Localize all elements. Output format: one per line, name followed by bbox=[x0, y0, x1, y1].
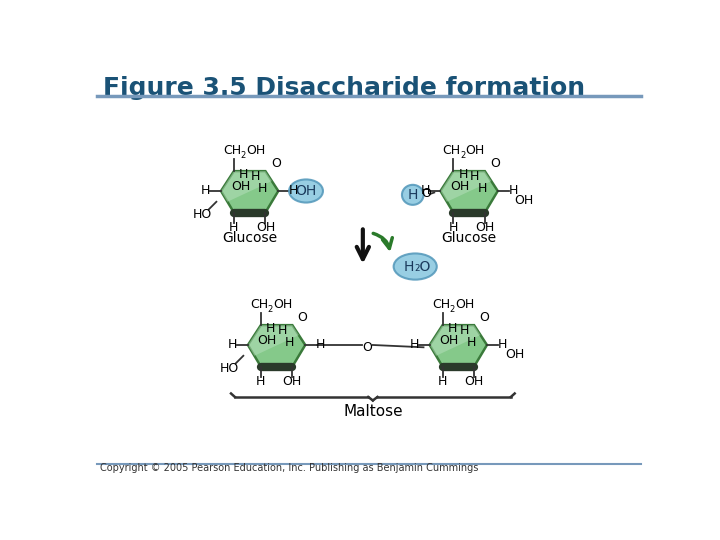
Text: OH: OH bbox=[258, 334, 277, 347]
Text: O: O bbox=[480, 310, 490, 323]
Text: CH: CH bbox=[251, 298, 269, 311]
Text: H: H bbox=[258, 181, 267, 194]
Text: H: H bbox=[201, 185, 210, 198]
Text: OH: OH bbox=[505, 348, 524, 361]
Text: 2: 2 bbox=[240, 151, 246, 160]
Text: CH: CH bbox=[443, 144, 461, 157]
Text: H: H bbox=[256, 375, 266, 388]
Text: Glucose: Glucose bbox=[222, 231, 277, 245]
Text: H: H bbox=[459, 168, 468, 181]
Text: OH: OH bbox=[466, 144, 485, 157]
Polygon shape bbox=[248, 325, 305, 367]
Text: H: H bbox=[438, 375, 447, 388]
Text: H: H bbox=[408, 188, 418, 202]
Text: H: H bbox=[508, 185, 518, 198]
Text: Copyright © 2005 Pearson Education, Inc. Publishing as Benjamin Cummings: Copyright © 2005 Pearson Education, Inc.… bbox=[99, 463, 478, 473]
Text: 2: 2 bbox=[449, 305, 454, 314]
Text: H: H bbox=[229, 221, 238, 234]
Text: O: O bbox=[271, 157, 281, 170]
Text: O: O bbox=[363, 341, 372, 354]
Text: OH: OH bbox=[295, 184, 317, 198]
Text: H: H bbox=[470, 170, 480, 183]
Text: H: H bbox=[278, 324, 287, 337]
Text: OH: OH bbox=[464, 375, 484, 388]
Text: HO: HO bbox=[193, 207, 212, 220]
Text: H: H bbox=[266, 322, 276, 335]
Text: OH: OH bbox=[475, 221, 495, 234]
Text: CH: CH bbox=[223, 144, 241, 157]
Text: OH: OH bbox=[283, 375, 302, 388]
Text: H: H bbox=[477, 181, 487, 194]
Text: H: H bbox=[404, 260, 415, 274]
Polygon shape bbox=[430, 325, 480, 356]
Text: H: H bbox=[459, 324, 469, 337]
Ellipse shape bbox=[289, 179, 323, 202]
Text: H: H bbox=[410, 339, 419, 352]
Text: Glucose: Glucose bbox=[441, 231, 497, 245]
Text: OH: OH bbox=[231, 180, 250, 193]
Text: 2: 2 bbox=[460, 151, 465, 160]
Text: H: H bbox=[251, 170, 260, 183]
Text: O: O bbox=[490, 157, 500, 170]
Polygon shape bbox=[441, 171, 498, 213]
Polygon shape bbox=[248, 325, 299, 356]
Text: H: H bbox=[239, 168, 248, 181]
Text: O: O bbox=[422, 187, 431, 200]
Polygon shape bbox=[441, 171, 491, 202]
Text: OH: OH bbox=[450, 180, 469, 193]
Text: H: H bbox=[467, 335, 476, 348]
Polygon shape bbox=[430, 325, 487, 367]
Text: H: H bbox=[316, 339, 325, 352]
Text: Figure 3.5 Disaccharide formation: Figure 3.5 Disaccharide formation bbox=[102, 76, 585, 99]
Ellipse shape bbox=[394, 253, 437, 280]
Text: CH: CH bbox=[432, 298, 450, 311]
Polygon shape bbox=[221, 171, 272, 202]
Text: H: H bbox=[449, 221, 458, 234]
Text: H: H bbox=[498, 339, 507, 352]
Polygon shape bbox=[221, 171, 279, 213]
Text: OH: OH bbox=[256, 221, 275, 234]
Text: H: H bbox=[289, 185, 298, 198]
Text: O: O bbox=[298, 310, 307, 323]
Text: OH: OH bbox=[455, 298, 474, 311]
Text: OH: OH bbox=[246, 144, 266, 157]
Text: ₂O: ₂O bbox=[415, 260, 431, 274]
Text: H: H bbox=[228, 339, 238, 352]
Ellipse shape bbox=[402, 185, 423, 205]
Text: 2: 2 bbox=[267, 305, 273, 314]
Text: H: H bbox=[285, 335, 294, 348]
Text: Maltose: Maltose bbox=[343, 404, 402, 418]
Text: OH: OH bbox=[439, 334, 459, 347]
Text: H: H bbox=[420, 185, 430, 198]
Text: H: H bbox=[448, 322, 457, 335]
Text: HO: HO bbox=[220, 362, 239, 375]
Text: OH: OH bbox=[273, 298, 292, 311]
Text: OH: OH bbox=[514, 194, 534, 207]
